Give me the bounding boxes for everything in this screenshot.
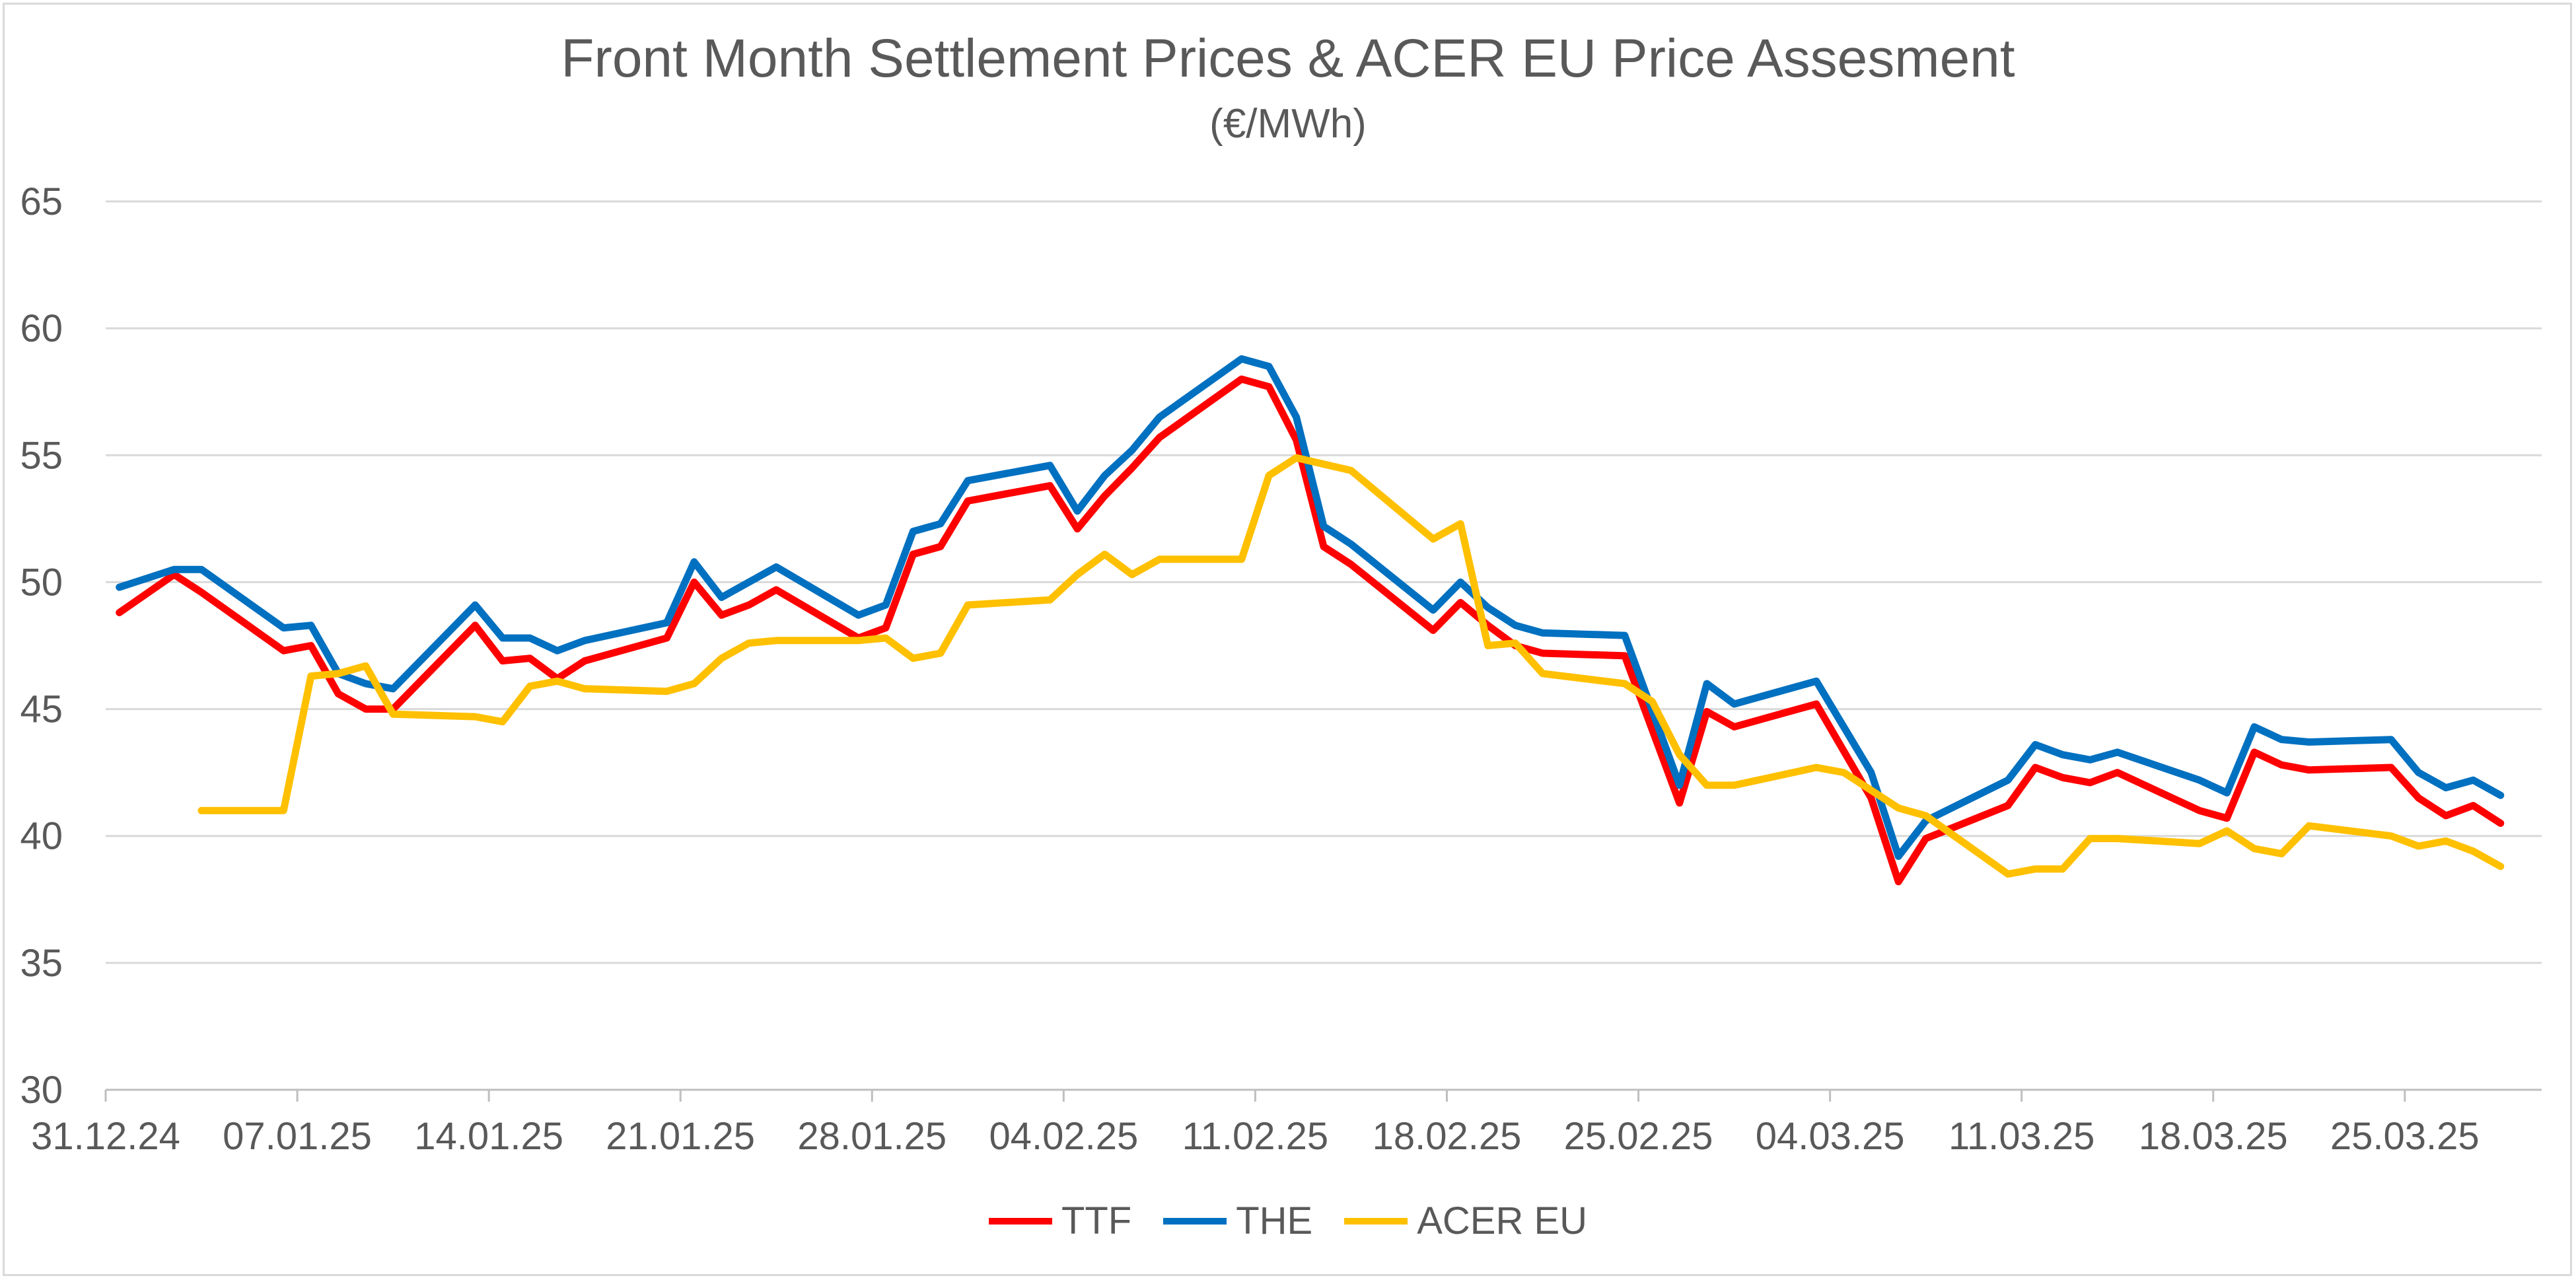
y-tick-label: 35: [20, 942, 63, 985]
x-tick-label: 14.01.25: [414, 1115, 563, 1158]
x-tick-label: 11.03.25: [1949, 1115, 2094, 1158]
chart-title: Front Month Settlement Prices & ACER EU …: [561, 28, 2015, 89]
y-axis-ticks: 30 35 40 45 50 55 60 65: [20, 180, 63, 1112]
legend-swatch-acer-eu: [1344, 1217, 1408, 1225]
legend-swatch-ttf: [988, 1217, 1052, 1225]
y-tick-label: 50: [20, 561, 63, 604]
x-tick-label: 18.03.25: [2139, 1115, 2288, 1158]
x-tick-label: 25.03.25: [2330, 1115, 2480, 1158]
y-tick-label: 45: [20, 688, 63, 731]
series-line-acer-eu[interactable]: [197, 454, 2505, 878]
y-tick-label: 65: [20, 180, 63, 223]
x-axis-ticks: 31.12.24 07.01.25 14.01.25 21.01.25 28.01.25…: [31, 1115, 2480, 1158]
x-tick-label: 31.12.24: [31, 1115, 180, 1158]
y-tick-label: 60: [20, 307, 63, 350]
y-tick-label: 30: [20, 1069, 63, 1112]
x-tick-label: 04.03.25: [1756, 1115, 1905, 1158]
chart-legend: TTF THE ACER EU: [0, 1199, 2576, 1243]
x-tick-label: 07.01.25: [223, 1115, 372, 1158]
x-tick-label: 21.01.25: [606, 1115, 755, 1158]
chart-frame: [3, 3, 2572, 1276]
legend-item-the[interactable]: THE: [1163, 1199, 1312, 1243]
x-tick-label: 28.01.25: [797, 1115, 947, 1158]
gridlines: [106, 200, 2542, 964]
legend-item-acer-eu[interactable]: ACER EU: [1344, 1199, 1587, 1243]
series-line-the[interactable]: [116, 355, 2505, 860]
x-tick-label: 25.02.25: [1564, 1115, 1713, 1158]
y-tick-label: 40: [20, 815, 63, 858]
x-tick-label: 18.02.25: [1373, 1115, 1522, 1158]
series-lines: [116, 355, 2505, 886]
x-tick-label: 11.02.25: [1182, 1115, 1328, 1158]
legend-swatch-the: [1163, 1217, 1227, 1225]
legend-label-ttf: TTF: [1061, 1199, 1132, 1242]
x-tick-label: 04.02.25: [989, 1115, 1138, 1158]
series-line-ttf[interactable]: [116, 375, 2505, 886]
y-tick-label: 55: [20, 434, 63, 477]
legend-label-the: THE: [1236, 1199, 1313, 1242]
chart-subtitle: (€/MWh): [1209, 101, 1367, 147]
legend-label-acer-eu: ACER EU: [1417, 1199, 1588, 1242]
x-axis: [104, 1088, 2542, 1102]
legend-item-ttf[interactable]: TTF: [988, 1199, 1132, 1243]
